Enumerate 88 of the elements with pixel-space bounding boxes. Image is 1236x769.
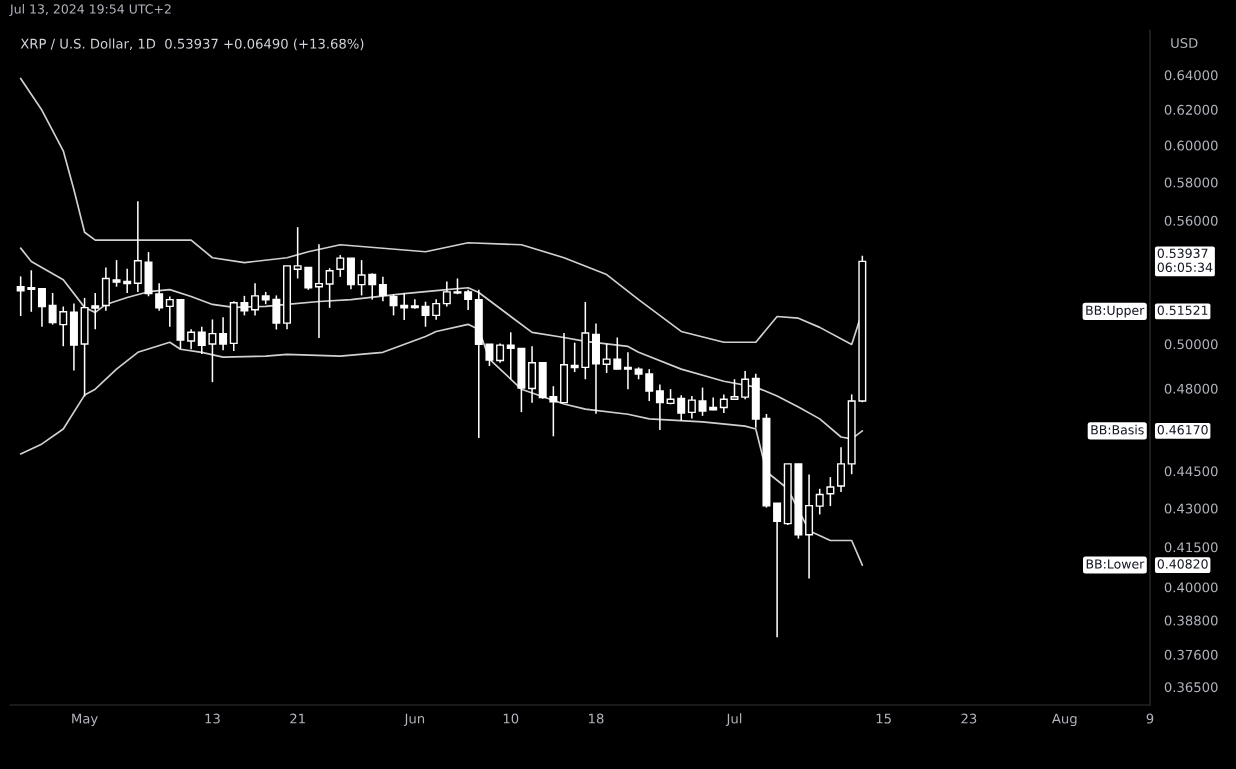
- candlestick: [272, 294, 281, 331]
- x-tick-label: 10: [503, 713, 519, 724]
- candlestick: [655, 383, 664, 431]
- x-tick-label: Jul: [725, 713, 742, 726]
- candlestick: [314, 243, 323, 339]
- candlestick: [773, 502, 782, 639]
- text: XRP / U.S. Dollar, 1D 0.53937 +0.06490 (+13.68%): [20, 38, 364, 51]
- x-tick-label: Aug: [1051, 713, 1077, 727]
- candlestick: [506, 331, 515, 380]
- candlestick: [27, 269, 36, 313]
- candlestick: [687, 395, 696, 420]
- x-tick-label: 21: [290, 713, 305, 724]
- y-tick-label: 0.44500: [1164, 466, 1218, 477]
- y-tick-label: 0.64000: [1164, 70, 1218, 81]
- candlestick: [251, 282, 260, 317]
- candlestick: [421, 300, 430, 328]
- x-tick-label: 9: [1146, 713, 1154, 724]
- candlestick: [133, 200, 142, 293]
- candlestick: [48, 292, 57, 326]
- candlestick: [16, 275, 25, 317]
- candlestick: [389, 293, 398, 317]
- text: 0.40820: [1157, 559, 1208, 569]
- candlestick: [357, 259, 366, 297]
- y-tick-label: 0.58000: [1164, 177, 1218, 188]
- line-series: [19, 247, 864, 440]
- candlestick: [709, 396, 718, 412]
- y-tick-label: 0.41500: [1164, 542, 1218, 553]
- candlestick: [730, 378, 739, 400]
- text: BB:Lower: [1086, 559, 1145, 569]
- x-tick-label: 15: [876, 713, 891, 724]
- candlestick: [815, 488, 824, 516]
- line-series: [19, 323, 864, 566]
- text: BB:Upper: [1086, 305, 1145, 318]
- y-tick-label: 0.43000: [1164, 503, 1218, 514]
- candlestick: [549, 385, 558, 438]
- candlestick: [197, 325, 206, 355]
- candlestick: [155, 282, 164, 312]
- candlestick: [837, 446, 846, 493]
- candlestick: [645, 368, 654, 402]
- candlestick: [112, 259, 121, 288]
- y-tick-label: 0.37600: [1164, 649, 1218, 660]
- candlestick: [293, 226, 302, 280]
- candlestick: [432, 298, 441, 321]
- candlestick: [623, 351, 632, 390]
- y-tick-label: 0.60000: [1164, 140, 1218, 151]
- candlestick: [602, 342, 611, 374]
- candlestick: [123, 268, 132, 294]
- x-tick-label: 23: [961, 713, 977, 724]
- candlestick: [826, 476, 835, 507]
- candlestick: [378, 276, 387, 303]
- text: 0.46170: [1157, 425, 1208, 435]
- candlestick: [741, 370, 750, 400]
- candlestick: [187, 328, 196, 351]
- y-tick-label: 0.40000: [1164, 582, 1218, 593]
- candlestick: [304, 266, 313, 291]
- y-tick-label: 0.48000: [1164, 383, 1218, 394]
- y-tick-label: 0.62000: [1164, 104, 1218, 115]
- candlestick: [698, 386, 707, 417]
- y-tick-label: 0.38800: [1164, 615, 1218, 626]
- candlestick: [442, 280, 451, 308]
- x-tick-label: 18: [589, 713, 604, 724]
- candlestick: [37, 288, 46, 328]
- y-tick-label: 0.56000: [1164, 215, 1218, 226]
- candlestick: [677, 394, 686, 422]
- candlestick: [59, 305, 68, 347]
- y-axis-title: USD: [1171, 38, 1198, 48]
- candlestick: [410, 298, 419, 310]
- candlestick: [485, 343, 494, 367]
- candlestick: [240, 295, 249, 317]
- candlestick: [336, 254, 345, 278]
- candlestick: [613, 336, 622, 370]
- candlestick: [368, 272, 377, 301]
- y-tick-label: 0.50000: [1164, 339, 1218, 350]
- candlestick: [91, 292, 100, 331]
- text: 0.53937 06:05:34: [1157, 248, 1213, 272]
- y-tick-label: 0.36500: [1164, 682, 1218, 693]
- candlestick: [464, 289, 473, 311]
- candlestick: [165, 295, 174, 328]
- text: BB:Basis: [1091, 424, 1144, 435]
- candlestick: [325, 267, 334, 309]
- x-tick-label: May: [72, 713, 98, 727]
- candlestick: [208, 318, 217, 383]
- x-tick-label: 13: [205, 713, 220, 724]
- text: 0.51521: [1157, 305, 1208, 316]
- x-tick-label: Jun: [403, 713, 425, 726]
- text: Jul 13, 2024 19:54 UTC+2: [9, 4, 171, 16]
- candlestick: [719, 393, 728, 414]
- candlestick: [219, 316, 228, 351]
